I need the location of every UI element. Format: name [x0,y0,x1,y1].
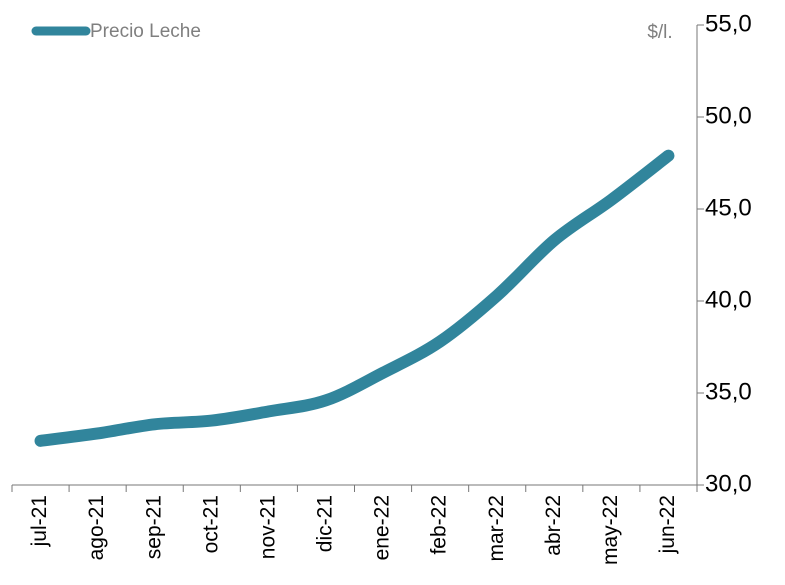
x-tick-label: feb-22 [428,495,451,555]
x-tick-label: ago-21 [85,495,108,560]
x-tick-label: ene-22 [371,495,394,560]
x-tick-label: sep-21 [142,495,165,559]
y-tick-label: 55,0 [705,10,752,37]
x-tick-label: abr-22 [542,495,565,556]
x-tick-label: nov-21 [256,495,279,559]
x-tick-label: oct-21 [199,495,222,553]
y-tick-label: 30,0 [705,470,752,497]
line [34,149,675,447]
x-tick-label: jul-21 [28,495,51,547]
legend-label: Precio Leche [90,21,201,42]
x-tick-label: dic-21 [314,495,337,552]
x-tick-label: may-22 [599,495,622,565]
y-tick-label: 50,0 [705,102,752,129]
y-tick-label: 45,0 [705,194,752,221]
y-tick-label: 35,0 [705,378,752,405]
x-tick-label: jun-22 [656,495,679,554]
y-axis-label: $/l. [647,22,672,43]
y-tick-label: 40,0 [705,286,752,313]
x-tick-label: mar-22 [485,495,508,562]
